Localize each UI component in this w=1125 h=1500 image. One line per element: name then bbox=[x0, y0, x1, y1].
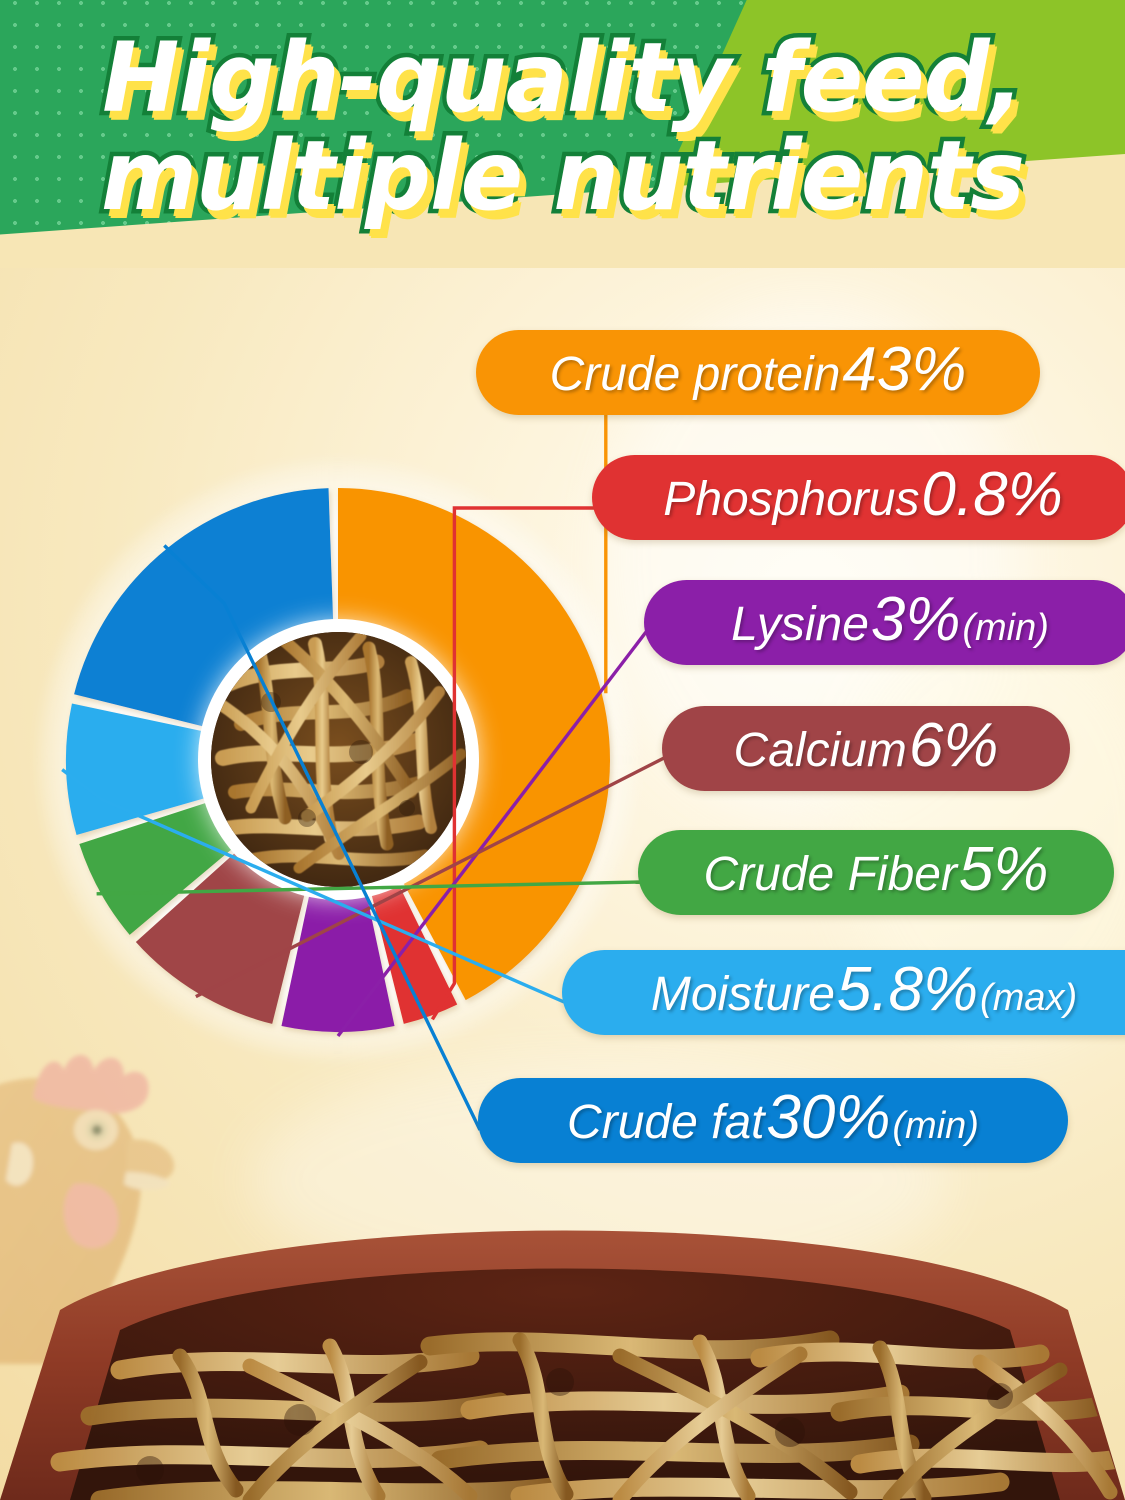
callout-value: 43% bbox=[842, 335, 967, 404]
callout-label: Calcium bbox=[733, 724, 907, 777]
callout-value: 5% bbox=[958, 835, 1049, 904]
callout-label: Moisture bbox=[650, 968, 835, 1021]
callout-phosphorus[interactable]: Phosphorus 0.8% bbox=[592, 455, 1125, 540]
nutrition-pie-chart bbox=[28, 450, 648, 1070]
callout-crude-protein[interactable]: Crude protein 43% bbox=[476, 330, 1040, 415]
callout-lysine[interactable]: Lysine 3% (min) bbox=[644, 580, 1125, 665]
page-title: High-quality feed, multiple nutrients bbox=[23, 25, 1103, 232]
callout-moisture[interactable]: Moisture 5.8% (max) bbox=[562, 950, 1125, 1035]
mealworm-bowl-photo bbox=[0, 1170, 1125, 1500]
callout-crude-fiber[interactable]: Crude Fiber 5% bbox=[638, 830, 1114, 915]
callout-label: Crude fat bbox=[567, 1096, 765, 1149]
page-title-line-2: multiple nutrients bbox=[97, 119, 1030, 232]
callout-label: Crude protein bbox=[549, 348, 841, 401]
callout-value: 5.8% bbox=[836, 955, 979, 1024]
callout-qualifier: (max) bbox=[980, 977, 1078, 1019]
header-banner: High-quality feed, multiple nutrients bbox=[0, 0, 1125, 268]
callout-label: Phosphorus bbox=[663, 473, 920, 526]
callout-value: 3% bbox=[870, 585, 961, 654]
callout-qualifier: (min) bbox=[892, 1105, 979, 1147]
callout-value: 6% bbox=[908, 711, 999, 780]
callout-calcium[interactable]: Calcium 6% bbox=[662, 706, 1070, 791]
callout-qualifier: (min) bbox=[962, 607, 1049, 649]
callout-label: Lysine bbox=[731, 598, 869, 651]
callout-value: 30% bbox=[766, 1083, 891, 1152]
page-title-line-1: High-quality feed, bbox=[98, 22, 1028, 134]
center-mealworm-photo bbox=[211, 632, 466, 887]
callout-crude-fat[interactable]: Crude fat 30% (min) bbox=[478, 1078, 1068, 1163]
callout-label: Crude Fiber bbox=[703, 848, 957, 901]
callout-value: 0.8% bbox=[921, 460, 1063, 529]
